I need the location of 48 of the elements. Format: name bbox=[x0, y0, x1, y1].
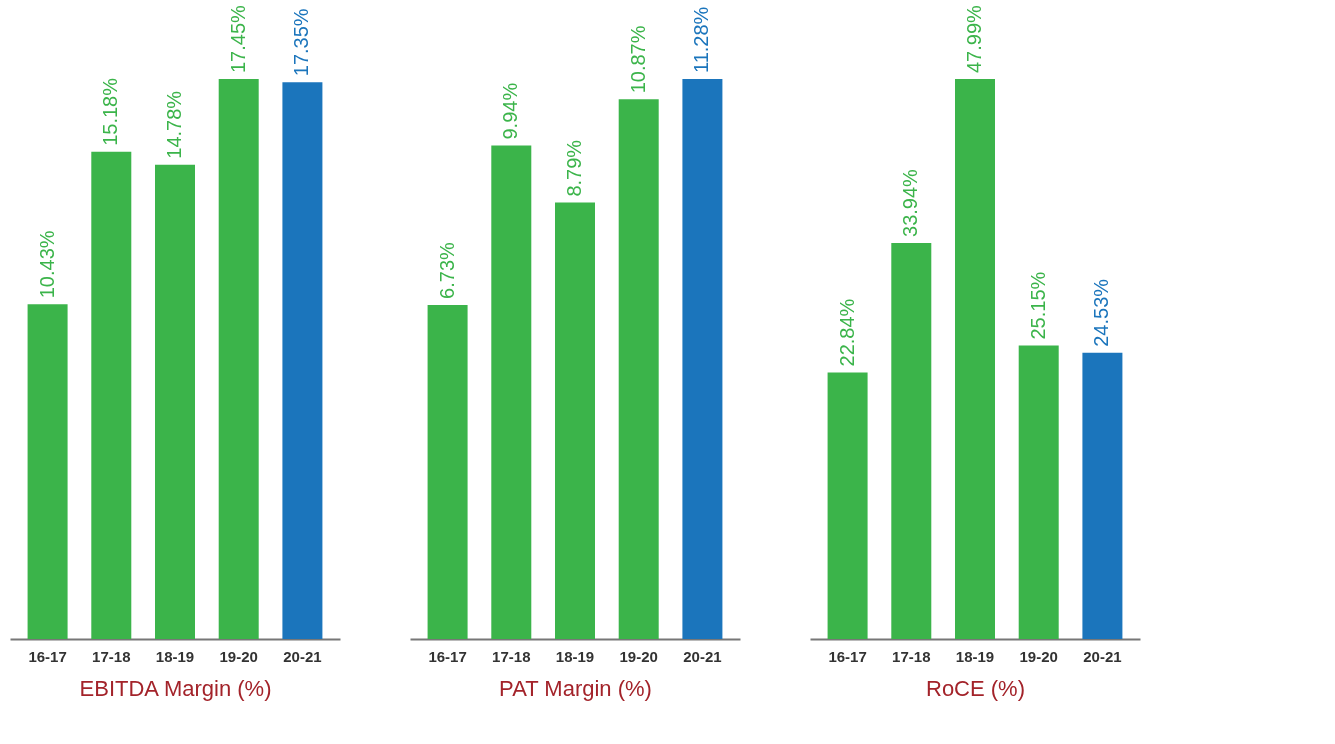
bar bbox=[218, 79, 259, 639]
data-label: 6.73% bbox=[435, 241, 458, 299]
x-tick-label: 19-20 bbox=[219, 647, 258, 665]
data-label: 15.18% bbox=[99, 77, 122, 146]
data-label: 17.45% bbox=[226, 4, 249, 73]
x-tick-label: 17-18 bbox=[892, 647, 931, 665]
data-label: 22.84% bbox=[835, 298, 858, 367]
x-tick-label: 19-20 bbox=[1019, 647, 1058, 665]
data-label: 11.28% bbox=[690, 6, 713, 73]
bar bbox=[427, 304, 468, 639]
x-tick-label: 20-21 bbox=[283, 647, 322, 665]
data-label: 10.87% bbox=[626, 25, 649, 94]
bar bbox=[682, 79, 723, 639]
bar bbox=[955, 79, 995, 639]
x-tick-label: 18-19 bbox=[555, 647, 595, 665]
bar bbox=[555, 202, 595, 639]
data-label: 33.94% bbox=[899, 168, 922, 237]
x-axis-title: RoCE (%) bbox=[925, 675, 1026, 701]
data-label: 24.53% bbox=[1090, 278, 1113, 347]
x-tick-label: 20-21 bbox=[1083, 647, 1122, 665]
data-label: 47.99% bbox=[963, 4, 985, 73]
bar bbox=[282, 82, 323, 639]
bar bbox=[618, 99, 659, 639]
x-tick-label: 17-18 bbox=[92, 647, 131, 665]
x-tick-label: 20-21 bbox=[683, 647, 722, 665]
x-tick-label: 16-17 bbox=[28, 647, 67, 665]
x-tick-label: 18-19 bbox=[155, 647, 195, 665]
data-label: 10.43% bbox=[35, 230, 58, 299]
x-tick-label: 19-20 bbox=[619, 647, 658, 665]
data-label: 8.79% bbox=[563, 139, 585, 197]
bar bbox=[1082, 352, 1123, 639]
x-axis-title: PAT Margin (%) bbox=[499, 675, 652, 701]
data-label: 9.94% bbox=[499, 82, 522, 140]
bar bbox=[891, 242, 932, 639]
x-tick-label: 16-17 bbox=[828, 647, 867, 665]
x-tick-label: 18-19 bbox=[955, 647, 995, 665]
data-label: 14.78% bbox=[163, 90, 185, 159]
bar bbox=[1018, 345, 1059, 639]
data-label: 25.15% bbox=[1026, 271, 1049, 340]
x-tick-label: 17-18 bbox=[492, 647, 531, 665]
data-label: 17.35% bbox=[290, 8, 313, 77]
bar bbox=[27, 304, 68, 639]
bar bbox=[491, 145, 532, 639]
x-axis-title: EBITDA Margin (%) bbox=[79, 675, 272, 701]
x-tick-label: 16-17 bbox=[428, 647, 467, 665]
bar bbox=[155, 164, 195, 639]
bar bbox=[91, 151, 132, 639]
bar bbox=[827, 372, 868, 639]
